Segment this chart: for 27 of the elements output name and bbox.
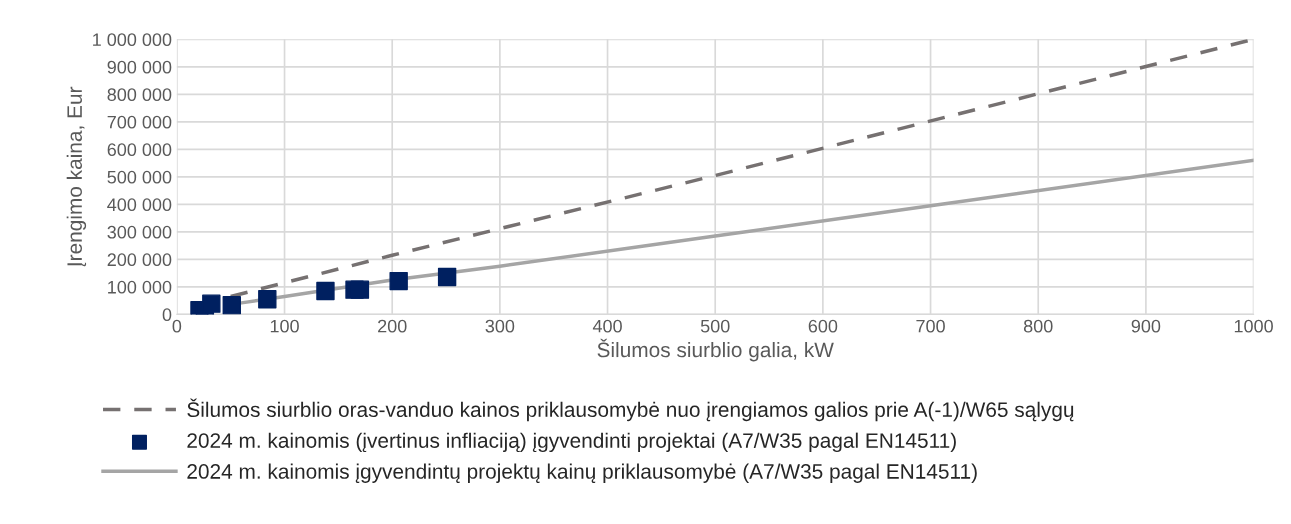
y-tick-label: 1 000 000 <box>93 33 172 47</box>
x-tick-label: 800 <box>1023 319 1053 333</box>
x-tick-label: 400 <box>592 319 622 333</box>
x-tick-label: 200 <box>378 319 407 333</box>
y-tick-label: 200 000 <box>107 253 172 267</box>
x-tick-label: 100 <box>270 319 299 333</box>
y-tick-label: 700 000 <box>107 115 172 129</box>
legend-label: 2024 m. kainomis (įvertinus infliaciją) įgyvendinti projektai (A7/W35 pagal EN14511) <box>187 432 956 453</box>
y-tick-label: 0 <box>162 308 172 322</box>
y-tick-label: 300 000 <box>107 225 172 239</box>
legend-label: 2024 m. kainomis įgyvendintų projektų kainų priklausomybė (A7/W35 pagal EN14511) <box>187 463 977 483</box>
y-axis-title: Įrengimo kaina, Eur <box>66 86 87 267</box>
y-tick-label: 100 000 <box>108 280 172 294</box>
y-tick-label: 400 000 <box>107 198 172 212</box>
legend-label: Šilumos siurblio oras-vanduo kainos priklausomybė nuo įrengiamos galios prie A(-1)/W65 sąlygų <box>187 398 1074 422</box>
x-tick-label: 500 <box>700 319 730 333</box>
x-tick-label: 900 <box>1131 319 1161 333</box>
x-tick-label: 600 <box>808 319 838 333</box>
x-tick-label: 300 <box>485 319 515 333</box>
x-tick-label: 0 <box>172 319 182 333</box>
x-axis-title: Šilumos siurblio galia, kW <box>597 338 834 362</box>
y-tick-label: 600 000 <box>107 143 172 157</box>
x-tick-label: 1000 <box>1234 319 1273 333</box>
y-tick-label: 900 000 <box>107 60 172 74</box>
y-tick-label: 500 000 <box>107 170 172 184</box>
x-tick-label: 700 <box>916 319 945 333</box>
y-tick-label: 800 000 <box>107 88 172 102</box>
